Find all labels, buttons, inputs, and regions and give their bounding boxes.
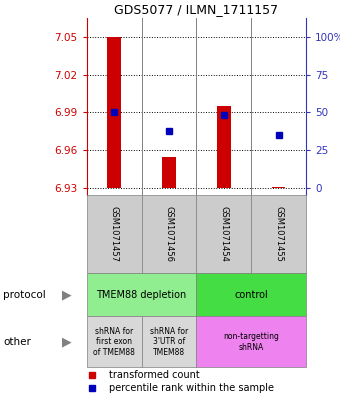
Bar — [197, 316, 306, 367]
Text: TMEM88 depletion: TMEM88 depletion — [97, 290, 187, 300]
Bar — [197, 195, 251, 273]
Bar — [107, 37, 121, 188]
Bar — [217, 106, 231, 188]
Bar — [197, 273, 306, 316]
Bar — [87, 316, 141, 367]
Text: GSM1071454: GSM1071454 — [219, 206, 228, 262]
Text: GSM1071456: GSM1071456 — [165, 206, 173, 262]
Text: GSM1071455: GSM1071455 — [274, 206, 283, 262]
Text: shRNA for
first exon
of TMEM88: shRNA for first exon of TMEM88 — [93, 327, 135, 357]
Bar — [87, 273, 197, 316]
Text: ▶: ▶ — [62, 335, 71, 349]
Text: non-targetting
shRNA: non-targetting shRNA — [223, 332, 279, 352]
Text: percentile rank within the sample: percentile rank within the sample — [109, 384, 274, 393]
Bar — [141, 195, 197, 273]
Text: GSM1071457: GSM1071457 — [109, 206, 119, 262]
Bar — [162, 157, 176, 188]
Text: other: other — [3, 337, 31, 347]
Text: control: control — [234, 290, 268, 300]
Bar — [272, 187, 286, 188]
Bar — [251, 195, 306, 273]
Text: ▶: ▶ — [62, 288, 71, 301]
Bar — [141, 316, 197, 367]
Title: GDS5077 / ILMN_1711157: GDS5077 / ILMN_1711157 — [114, 4, 278, 17]
Text: protocol: protocol — [3, 290, 46, 300]
Text: shRNA for
3'UTR of
TMEM88: shRNA for 3'UTR of TMEM88 — [150, 327, 188, 357]
Text: transformed count: transformed count — [109, 369, 200, 380]
Bar — [87, 195, 141, 273]
